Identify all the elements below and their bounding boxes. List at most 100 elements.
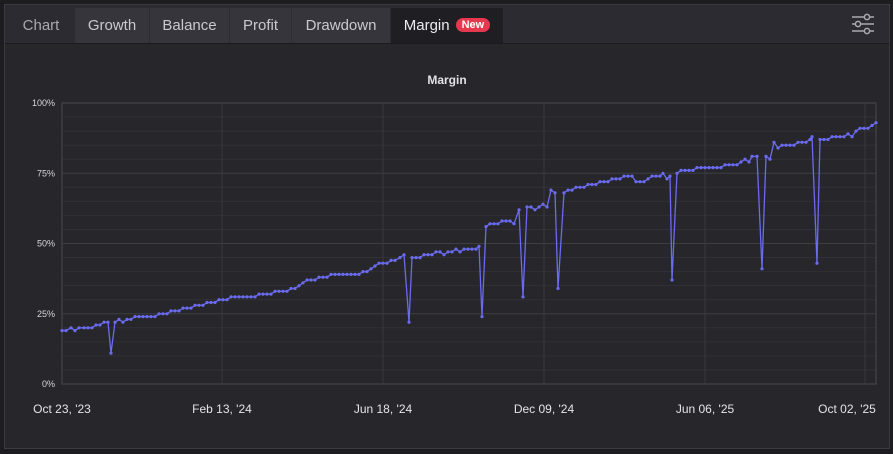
data-point[interactable] xyxy=(638,180,642,184)
data-point[interactable] xyxy=(402,253,406,257)
data-point[interactable] xyxy=(838,135,842,139)
data-point[interactable] xyxy=(181,306,185,310)
data-point[interactable] xyxy=(381,261,385,265)
data-point[interactable] xyxy=(193,303,197,307)
data-point[interactable] xyxy=(850,135,854,139)
data-point[interactable] xyxy=(739,160,743,164)
data-point[interactable] xyxy=(642,180,646,184)
data-point[interactable] xyxy=(446,250,450,254)
data-point[interactable] xyxy=(590,182,594,187)
data-point[interactable] xyxy=(82,326,86,330)
data-point[interactable] xyxy=(205,300,209,305)
data-point[interactable] xyxy=(707,166,711,170)
tab-margin[interactable]: Margin New xyxy=(391,8,503,43)
data-point[interactable] xyxy=(525,205,529,209)
data-point[interactable] xyxy=(297,284,301,288)
data-point[interactable] xyxy=(201,303,205,307)
data-point[interactable] xyxy=(822,137,826,142)
data-point[interactable] xyxy=(102,320,106,324)
data-point[interactable] xyxy=(161,312,165,316)
data-point[interactable] xyxy=(826,137,830,142)
data-point[interactable] xyxy=(549,188,553,192)
data-point[interactable] xyxy=(345,272,349,276)
data-point[interactable] xyxy=(788,143,792,147)
data-point[interactable] xyxy=(727,163,731,167)
data-point[interactable] xyxy=(245,295,249,299)
data-point[interactable] xyxy=(213,300,217,305)
data-point[interactable] xyxy=(273,289,277,293)
data-point[interactable] xyxy=(780,143,784,147)
data-point[interactable] xyxy=(157,312,161,316)
data-point[interactable] xyxy=(98,323,102,327)
data-point[interactable] xyxy=(874,121,878,125)
data-point[interactable] xyxy=(630,174,634,178)
data-point[interactable] xyxy=(760,267,764,271)
data-point[interactable] xyxy=(810,135,814,139)
data-point[interactable] xyxy=(818,137,822,142)
data-point[interactable] xyxy=(484,225,488,229)
data-point[interactable] xyxy=(333,272,337,276)
data-point[interactable] xyxy=(197,303,201,307)
data-point[interactable] xyxy=(719,166,723,170)
data-point[interactable] xyxy=(731,163,735,167)
data-point[interactable] xyxy=(537,205,541,209)
data-point[interactable] xyxy=(309,278,313,282)
data-point[interactable] xyxy=(598,180,602,184)
data-point[interactable] xyxy=(496,222,500,226)
data-point[interactable] xyxy=(533,208,537,212)
data-point[interactable] xyxy=(800,140,804,144)
data-point[interactable] xyxy=(145,315,149,319)
data-point[interactable] xyxy=(747,160,751,164)
data-point[interactable] xyxy=(711,166,715,170)
data-point[interactable] xyxy=(815,261,819,265)
data-point[interactable] xyxy=(349,272,353,276)
data-point[interactable] xyxy=(410,256,414,260)
data-point[interactable] xyxy=(586,182,590,187)
data-point[interactable] xyxy=(646,177,650,181)
data-point[interactable] xyxy=(784,143,788,147)
data-point[interactable] xyxy=(377,261,381,265)
data-point[interactable] xyxy=(691,168,695,172)
data-point[interactable] xyxy=(477,244,481,248)
data-point[interactable] xyxy=(434,250,438,254)
data-point[interactable] xyxy=(313,278,317,282)
data-point[interactable] xyxy=(842,135,846,139)
data-point[interactable] xyxy=(265,292,269,296)
data-point[interactable] xyxy=(281,289,285,293)
data-point[interactable] xyxy=(442,253,446,257)
data-point[interactable] xyxy=(329,272,333,276)
data-point[interactable] xyxy=(293,286,297,291)
sliders-icon[interactable] xyxy=(851,13,875,35)
data-point[interactable] xyxy=(353,272,357,276)
tab-balance[interactable]: Balance xyxy=(150,8,229,43)
data-point[interactable] xyxy=(337,272,341,276)
data-point[interactable] xyxy=(60,329,64,333)
data-point[interactable] xyxy=(610,177,614,181)
data-point[interactable] xyxy=(500,219,504,223)
data-point[interactable] xyxy=(373,264,377,268)
data-point[interactable] xyxy=(106,320,110,324)
data-point[interactable] xyxy=(521,295,525,299)
data-point[interactable] xyxy=(504,219,508,223)
data-point[interactable] xyxy=(866,126,870,130)
data-point[interactable] xyxy=(77,326,81,330)
data-point[interactable] xyxy=(369,267,373,271)
data-point[interactable] xyxy=(695,166,699,170)
data-point[interactable] xyxy=(426,253,430,257)
data-point[interactable] xyxy=(257,292,261,296)
data-point[interactable] xyxy=(578,185,582,189)
data-point[interactable] xyxy=(614,177,618,181)
data-point[interactable] xyxy=(661,171,665,175)
data-point[interactable] xyxy=(862,126,866,130)
data-point[interactable] xyxy=(141,315,145,319)
data-point[interactable] xyxy=(654,174,658,178)
data-point[interactable] xyxy=(545,205,549,209)
data-point[interactable] xyxy=(658,174,662,178)
data-point[interactable] xyxy=(606,180,610,184)
data-point[interactable] xyxy=(69,326,73,330)
data-point[interactable] xyxy=(553,191,557,195)
data-point[interactable] xyxy=(556,286,560,291)
data-point[interactable] xyxy=(117,317,121,321)
data-point[interactable] xyxy=(541,202,545,206)
data-point[interactable] xyxy=(846,132,850,136)
